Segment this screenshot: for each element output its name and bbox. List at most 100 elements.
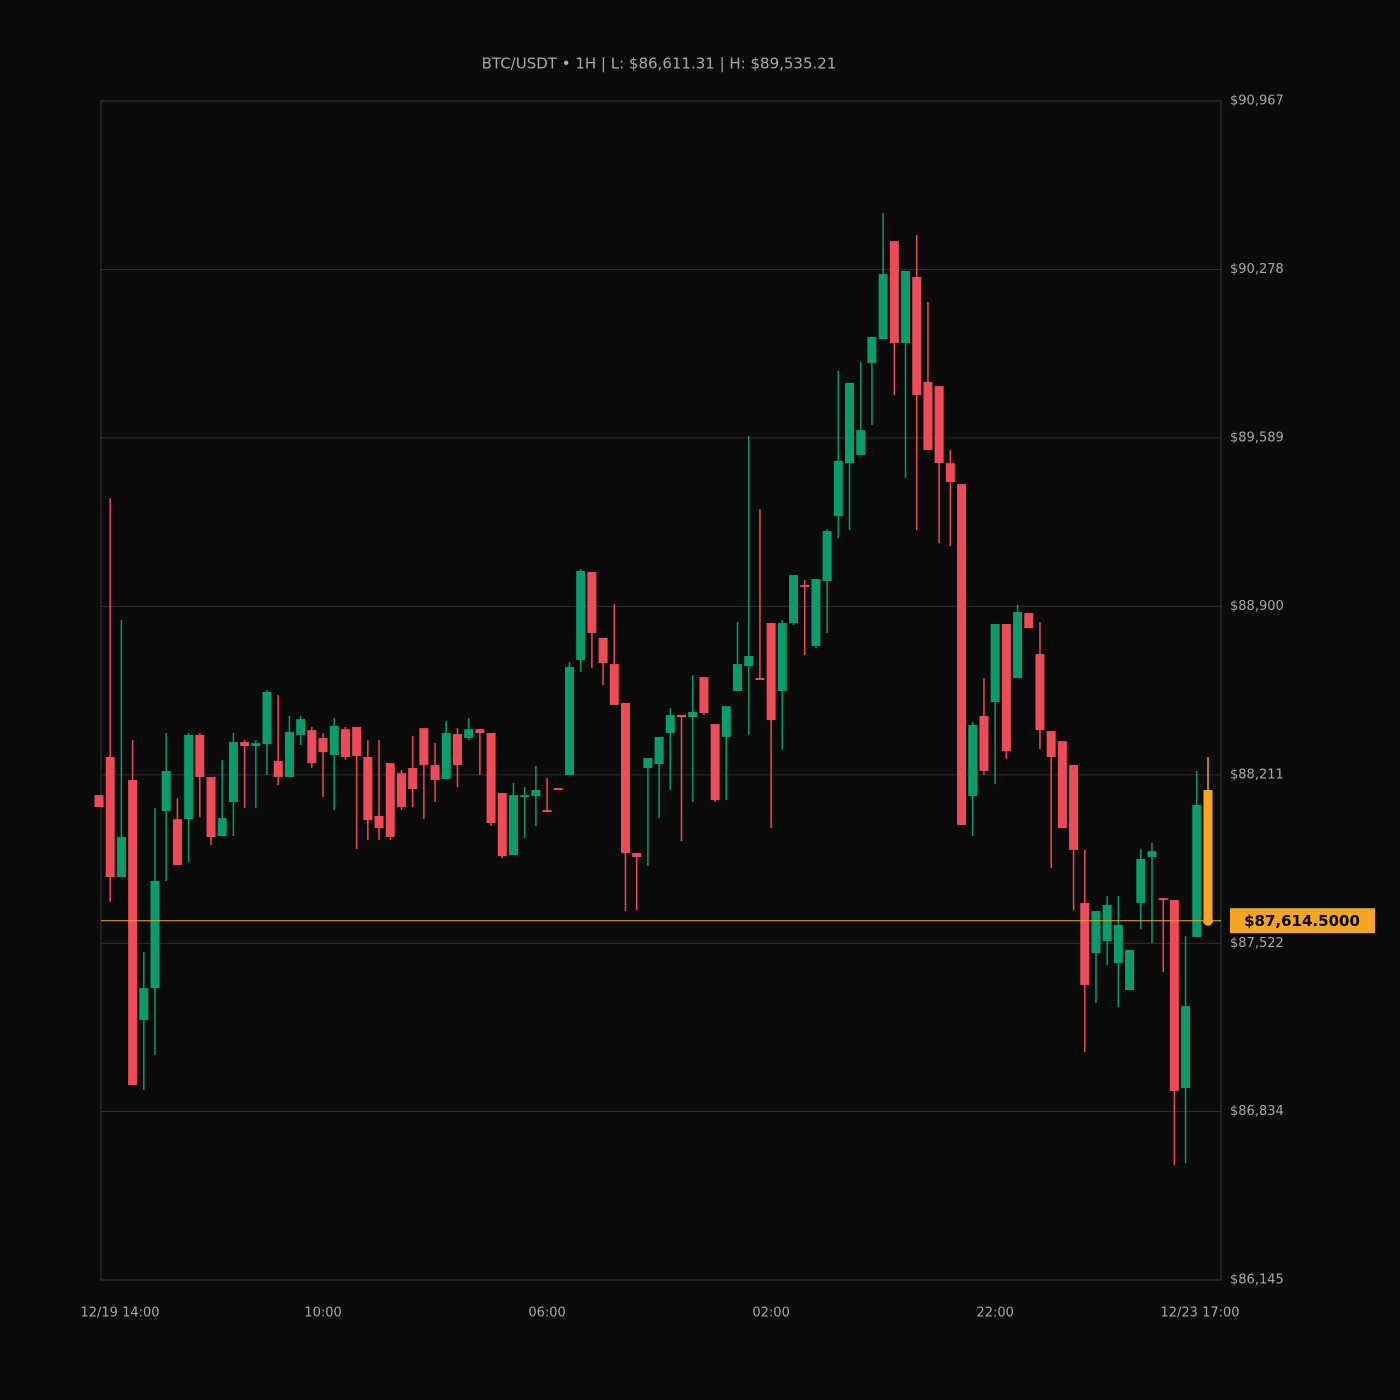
candle-body (755, 678, 765, 680)
candle-body (800, 585, 810, 588)
candle-body (206, 777, 216, 837)
candle-body (1057, 741, 1067, 829)
overlay: $87,614.5000 (101, 908, 1375, 934)
candle-body (128, 779, 138, 1086)
candle-body (968, 724, 978, 797)
candle-body (744, 656, 754, 667)
y-tick-label: $89,589 (1230, 430, 1284, 445)
candle-body (1102, 904, 1112, 942)
candle-body (665, 714, 675, 734)
candle-body (1013, 612, 1023, 679)
candle-body (867, 336, 877, 364)
candle-body (609, 664, 619, 705)
y-tick-label: $90,278 (1230, 262, 1284, 277)
candle-body (1091, 911, 1101, 954)
candle-body (262, 691, 272, 745)
candle-body (1136, 858, 1146, 903)
plot-frame (100, 100, 1222, 1281)
candle-body (452, 734, 462, 766)
candle-body (654, 736, 664, 765)
candle-body (94, 795, 104, 808)
candle-body (497, 792, 507, 857)
y-tick-label: $90,967 (1230, 94, 1284, 109)
candle-body (251, 743, 261, 747)
candle-body (542, 810, 552, 813)
candle-body (363, 757, 373, 821)
candle-body (934, 386, 944, 464)
candle-body (475, 729, 485, 734)
x-tick-label: 10:00 (304, 1306, 341, 1321)
candle-body (396, 773, 406, 808)
candle-body (105, 757, 115, 878)
candle-body (385, 763, 395, 837)
x-tick-label: 06:00 (528, 1306, 565, 1321)
candle-body (441, 733, 451, 780)
candle-body (1203, 790, 1213, 921)
candle-body (296, 719, 306, 735)
candle-body (923, 381, 933, 450)
x-tick-label: 22:00 (976, 1306, 1013, 1321)
candle-body (878, 274, 888, 340)
x-tick-label: 12/19 14:00 (80, 1306, 159, 1321)
candle-body (408, 768, 418, 790)
y-tick-label: $86,834 (1230, 1104, 1284, 1119)
candle-body (677, 714, 687, 718)
candle-body (733, 664, 743, 691)
candle-body (979, 715, 989, 771)
candle-body (564, 667, 574, 776)
candle-body (587, 571, 597, 634)
candle-body (139, 988, 149, 1021)
candle-body (307, 730, 317, 764)
candle-body (1169, 900, 1179, 1091)
candle-body (520, 795, 530, 798)
candle-body (576, 570, 586, 660)
candle-body (1125, 949, 1135, 991)
candle-body (1158, 898, 1168, 901)
candle-body (419, 728, 429, 766)
candle-body (1080, 902, 1090, 986)
last-price-dot (1203, 915, 1213, 926)
y-tick-label: $88,211 (1230, 767, 1284, 782)
candle-body (1113, 924, 1123, 964)
last-price-box (1230, 908, 1375, 934)
candle-body (553, 788, 563, 791)
candle-body (508, 795, 518, 856)
candle-body (430, 765, 440, 780)
last-price-label: $87,614.5000 (1244, 912, 1360, 930)
candle-body (957, 484, 967, 825)
chart-title: BTC/USDT • 1H | L: $86,611.31 | H: $89,5… (482, 55, 837, 73)
candle-body (172, 819, 182, 866)
candle-body (161, 770, 171, 812)
candle-body (598, 637, 608, 664)
candle-body (845, 382, 855, 464)
y-tick-label: $88,900 (1230, 599, 1284, 614)
candle-body (184, 734, 194, 820)
candles (94, 212, 1213, 1166)
candle-body (116, 836, 126, 878)
x-tick-label: 12/23 17:00 (1160, 1306, 1239, 1321)
candle-body (1046, 731, 1056, 758)
candle-body (531, 790, 541, 797)
candle-body (990, 623, 1000, 702)
candle-body (228, 742, 238, 802)
candle-body (1035, 654, 1045, 731)
candle-body (329, 725, 339, 756)
candle-body (1147, 851, 1157, 858)
candle-body (352, 726, 362, 757)
candle-body (1192, 804, 1202, 937)
candle-body (777, 623, 787, 691)
candle-body (912, 277, 922, 396)
x-tick-label: 02:00 (752, 1306, 789, 1321)
candle-body (889, 241, 899, 344)
candle-body (374, 815, 384, 829)
candle-body (273, 760, 283, 778)
candle-body (284, 732, 294, 778)
candle-body (464, 729, 474, 738)
y-tick-label: $87,522 (1230, 936, 1284, 951)
candle-body (766, 623, 776, 721)
candle-body (340, 729, 350, 758)
candle-body (195, 734, 205, 778)
candle-body (1024, 612, 1034, 629)
